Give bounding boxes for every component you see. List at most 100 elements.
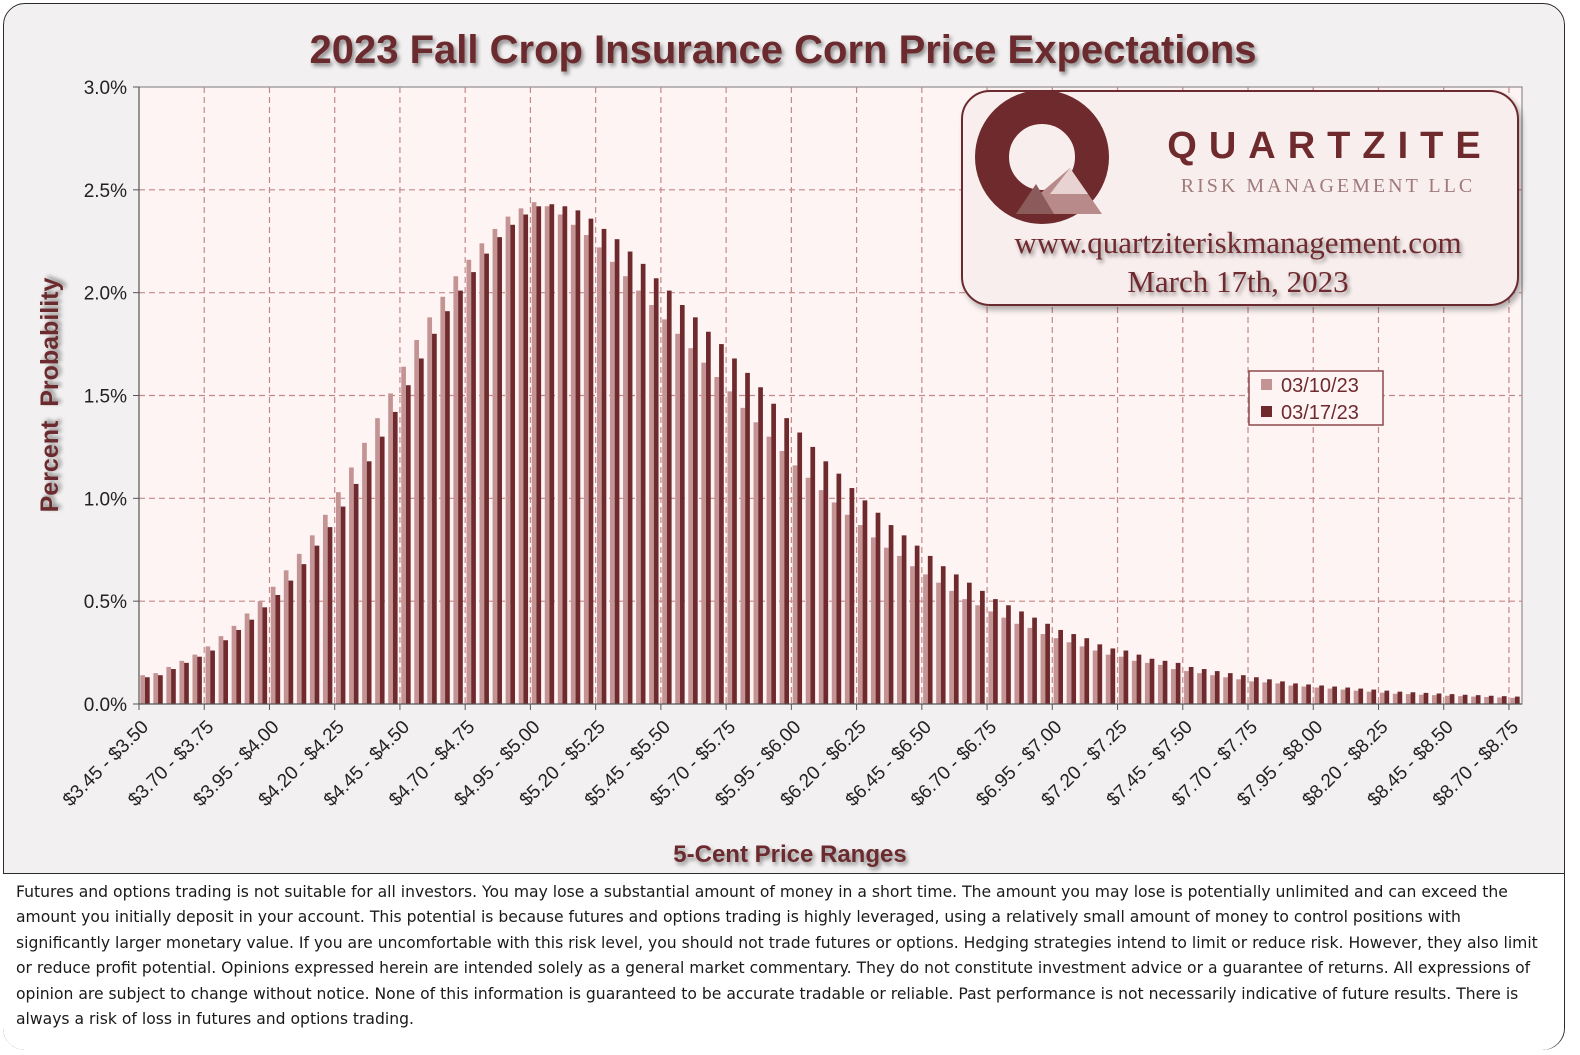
bar-series1 [518,208,524,704]
bar-series1 [218,636,224,704]
bar-series1 [414,339,419,704]
bar-series1 [453,276,459,704]
bar-series1 [1327,688,1333,704]
bar-series2 [1162,660,1168,704]
bar-series2 [940,566,946,704]
y-axis: 0.0% 0.5% 1.0% 1.5% 2.0% 2.5% 3.0% [84,78,140,716]
disclaimer-box [3,873,1564,1050]
bar-series1 [270,586,276,704]
bar-series1 [283,570,289,704]
bar-series2 [1423,692,1429,704]
bar-series1 [636,290,641,704]
bar-series2 [484,253,489,704]
bar-series1 [557,214,563,704]
bar-series1 [623,276,628,704]
bar-series2 [758,387,763,704]
bar-series2 [692,317,698,704]
bar-series2 [1254,677,1259,704]
bar-series2 [249,619,255,704]
bar-series2 [1397,691,1403,704]
bar-series2 [1332,686,1337,704]
bar-series2 [458,290,463,704]
bar-series2 [523,214,529,704]
bar-series1 [1197,673,1202,704]
bar-series1 [766,436,772,704]
bar-series2 [1240,675,1246,704]
bar-series2 [1097,644,1103,704]
y-tick-label: 2.5% [84,181,127,202]
bar-series1 [1092,650,1098,704]
bar-series1 [440,296,446,704]
bar-series1 [531,202,537,705]
bar-series2 [640,263,646,704]
bar-series1 [818,490,824,704]
bar-series1 [388,393,393,704]
logo-subtitle: RISK MANAGEMENT LLC [1181,175,1475,197]
bar-series1 [479,243,485,704]
bar-series1 [857,525,863,704]
bar-series1 [1405,694,1411,704]
bar-series2 [771,403,776,704]
bar-series2 [993,599,998,704]
logo-company: QUARTZITE [1167,125,1492,167]
bar-series2 [1319,685,1324,704]
bar-series2 [236,629,242,704]
bar-series2 [927,555,933,704]
bar-series1 [975,605,981,704]
bar-series1 [1066,642,1072,704]
bar-series2 [823,461,829,704]
bar-series1 [1131,660,1137,704]
bar-series2 [784,418,790,704]
bar-series2 [288,580,294,704]
chart-title: 2023 Fall Crop Insurance Corn Price Expe… [310,28,1257,72]
bar-series1 [1314,687,1320,704]
bar-series2 [679,305,685,704]
bar-series1 [375,418,380,704]
bar-series2 [588,218,594,704]
bar-series1 [1236,679,1241,704]
bar-series2 [405,385,411,704]
y-tick-label: 0.0% [84,695,127,716]
bar-series2 [1436,693,1442,704]
bar-series1 [701,362,707,704]
bar-series2 [536,206,542,705]
y-tick-label: 0.5% [84,592,127,613]
bar-series2 [223,640,228,704]
bar-series2 [1475,695,1481,704]
bar-series1 [309,535,315,704]
bar-series1 [1210,675,1215,704]
legend-label-series1: 03/10/23 [1281,375,1359,397]
bar-series1 [349,467,354,704]
bar-series1 [1366,691,1372,704]
bar-series1 [153,673,159,704]
bar-series2 [1006,605,1011,704]
bar-series2 [471,272,476,704]
bar-series2 [706,331,711,704]
bar-series1 [1431,695,1437,704]
bar-series2 [901,535,907,704]
bar-series1 [936,582,941,704]
bar-series1 [792,465,798,704]
bar-series2 [719,344,724,704]
bar-series2 [575,210,581,704]
bar-series1 [1301,686,1307,704]
bar-series1 [1288,685,1294,704]
bar-series2 [340,506,346,704]
bar-series2 [1058,629,1063,704]
bar-series1 [257,601,263,704]
bar-series2 [1084,638,1090,704]
bar-series1 [949,590,954,704]
bar-series1 [1497,697,1502,704]
bar-series2 [1306,684,1311,704]
bar-series2 [418,358,424,704]
bar-series1 [166,666,172,704]
bar-series2 [1462,694,1468,704]
bar-series2 [171,669,176,704]
bar-series2 [1149,658,1155,704]
y-axis-label: Percent Probability [36,278,64,513]
bar-series2 [601,228,607,704]
bar-series2 [1136,654,1142,704]
bar-series2 [1293,683,1298,704]
bar-series2 [1175,662,1181,704]
bar-series1 [1418,694,1424,704]
